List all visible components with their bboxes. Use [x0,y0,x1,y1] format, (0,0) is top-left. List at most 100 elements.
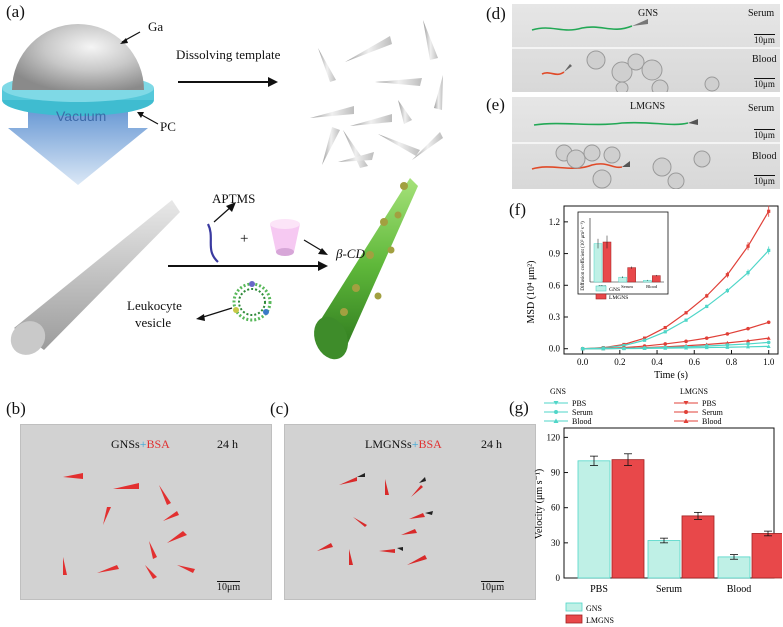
panel-e-tracks [512,119,780,189]
panel-e-scale-top: 10μm [754,129,775,140]
panel-f-point [642,336,647,340]
panel-e-blood-label: Blood [752,151,777,162]
panel-a-illustration [2,20,443,360]
panel-f-point [621,346,626,351]
panel-label-f: (f) [509,200,526,219]
panel-b-scale-bar: 10μm [217,581,241,593]
panel-g-legend-marker [554,410,558,414]
panel-f-point [705,294,709,298]
panel-f-point [684,318,688,322]
panel-f-point [580,346,585,351]
panel-g-bar [611,459,645,579]
panel-f-point [704,345,709,350]
panel-f-point [766,344,771,348]
ga-label: Ga [148,19,164,34]
panel-g-legend-marker [553,418,559,423]
leukocyte-vesicle-label: Leukocyte vesicle [127,298,182,330]
panel-f-point [725,332,730,336]
panel-g-category-label: Serum [656,584,682,595]
panel-f-point [725,288,729,293]
panel-f-point [684,345,689,350]
aptms-label: APTMS [212,191,256,206]
panel-d-tracks [512,19,780,92]
panel-g-legend-item: Serum [702,408,724,417]
panel-f-x-tick-label: 1.0 [763,357,775,367]
panel-label-a: (a) [6,2,25,21]
panel-g-y-tick-label: 90 [551,468,561,478]
panel-c-time: 24 h [481,437,502,451]
plus-sign: + [240,231,249,247]
panel-f-x-tick-label: 0.8 [726,357,738,367]
panel-g-y-label: Velocity (μm s⁻¹) [534,469,545,539]
panel-b-swimmers [63,473,195,579]
panel-g-legend-marker [553,401,559,405]
panel-f-legend-lmgns: LMGNS [609,295,628,301]
panel-g-legend-marker [684,410,688,414]
scattered-nanoswimmers [310,20,443,168]
panel-g-bar [577,460,611,579]
panel-f-point [746,244,750,248]
panel-f-series [580,205,771,351]
panel-g-bar [681,515,715,579]
panel-g-category-label: Blood [727,584,751,595]
panel-e-images: LMGNS Serum 10μm Blood 10μm [512,97,780,189]
panel-d-scale-top: 10μm [754,34,775,45]
panel-f-point [725,273,729,277]
panel-g-legend-item: Blood [702,417,722,426]
panel-b-title: GNSs+BSA [111,437,170,451]
panel-g-bar [647,540,681,579]
panel-f-plot-frame [563,205,779,355]
panel-f-legend: GNS LMGNS [595,285,628,301]
panel-f-point [663,330,667,334]
panel-f-x-label: Time (s) [654,370,688,381]
panel-f-point [746,326,750,331]
panel-label-d: (d) [486,4,506,23]
panel-f-inset-category: Blood [646,284,658,289]
panel-f-point [663,342,668,346]
panel-f-point [766,340,771,345]
panel-f-inset-bar [593,243,603,283]
panel-f-x-tick-label: 0.2 [614,357,625,367]
panel-c-micrograph: LMGNSs+BSA 24 h 10μm [284,424,536,600]
panel-g-legend-marker [683,418,689,423]
panel-f-x-ticks: 0.0 0.2 0.4 0.6 0.8 1.0 [577,350,775,367]
panel-f-inset-category: Serum [621,284,633,289]
panel-f-series-line [582,345,769,350]
panel-f-point [622,343,626,348]
panel-f-point [746,342,750,346]
panel-f-y-tick-label: 1.2 [549,217,560,227]
panel-f-y-tick-label: 0.0 [549,344,561,354]
panel-b-time: 24 h [217,437,238,451]
panel-e-scale-bottom: 10μm [754,175,775,186]
panel-g-x-ticks: PBS Serum Blood [590,584,751,595]
panel-g-legend-gns: GNS [586,604,602,613]
panel-f-y-tick-label: 0.6 [549,280,561,290]
panel-f-legend-gns: GNS [609,287,620,293]
panel-f-series-line [582,249,770,350]
panel-f-point [684,311,688,315]
panel-label-g: (g) [509,398,529,417]
panel-f-point [642,338,647,342]
ga-hemisphere [12,24,144,90]
panel-g-legend-gns-title: GNS [550,387,566,396]
beta-cd-label: β-CD [336,246,365,261]
panel-f-inset-bar [627,267,636,283]
panel-d-images: GNS Serum 10μm Blood 10μm [512,4,780,92]
panel-f-point [642,346,647,350]
panel-g-y-ticks: 0 30 60 90 120 [547,432,568,583]
panel-d-scale-bottom: 10μm [754,78,775,89]
panel-e-title: LMGNS [630,101,666,112]
panel-label-c: (c) [270,399,289,418]
panel-f-point [725,345,730,349]
panel-g-y-tick-label: 60 [551,503,561,513]
vacuum-label: Vacuum [56,108,107,124]
panel-f-point [704,336,709,340]
panel-f-point [601,346,606,351]
panel-f-point [746,338,751,343]
panel-g-bar [717,556,751,579]
panel-g-legend-marker [683,401,689,405]
panel-d-blood-label: Blood [752,54,777,65]
panel-c-title: LMGNSs+BSA [365,437,442,451]
panel-g-y-tick-label: 0 [556,573,561,583]
